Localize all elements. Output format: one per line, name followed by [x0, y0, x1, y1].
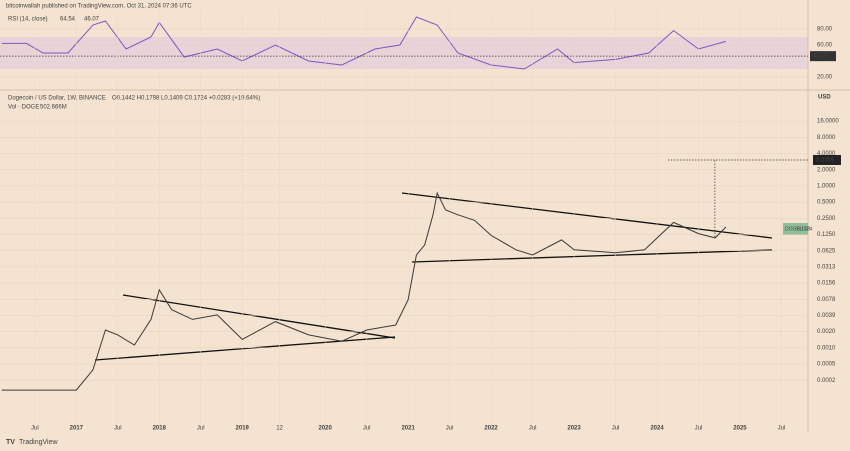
target-label: 3.0356: [816, 158, 835, 164]
y-tick-label: 0.1250: [817, 232, 836, 238]
y-tick-label: 2.0000: [817, 167, 836, 173]
x-tick-label: Jul: [778, 426, 786, 432]
y-tick-label: 0.5000: [817, 200, 836, 206]
y-tick-label: 1.0000: [817, 183, 836, 189]
x-tick-label: Jul: [695, 426, 703, 432]
rsi-ma-value: 46.07: [84, 17, 100, 23]
x-tick-label: Jul: [197, 426, 205, 432]
y-tick-label: 8.0000: [817, 135, 836, 141]
x-tick-label: 2025: [733, 426, 747, 432]
symbol: DOGEUSD: [785, 226, 811, 232]
publisher: bitcoinwallah published on TradingView.c…: [6, 4, 192, 10]
x-tick-label: 2021: [401, 426, 415, 432]
currency: USD: [818, 95, 831, 101]
price-line: [1, 16, 727, 70]
rsi-value: 64.54: [60, 17, 76, 23]
footer-logo: TV: [6, 439, 15, 446]
x-tick-label: Jul: [612, 426, 620, 432]
trendline: [411, 249, 773, 263]
x-tick-label: 2017: [70, 426, 84, 432]
rsi-band: [0, 37, 808, 69]
y-tick-label: 0.0156: [817, 281, 836, 287]
trendline: [94, 336, 396, 361]
x-tick-label: Jul: [363, 426, 371, 432]
y-tick-label: 0.2500: [817, 216, 836, 222]
x-tick-label: 2019: [236, 426, 250, 432]
y-tick-label: 0.0005: [817, 362, 836, 368]
symbol-badge: [783, 223, 808, 235]
price-line: [1, 191, 727, 391]
x-tick-label: Jul: [446, 426, 454, 432]
y-tick-label: 0.0625: [817, 248, 836, 254]
target-badge: [813, 154, 841, 165]
trendlines: [94, 192, 773, 361]
x-tick-label: Jul: [529, 426, 537, 432]
x-tick-label: 2024: [650, 426, 664, 432]
y-tick-label: 16.0000: [817, 119, 839, 125]
y-tick-label: 0.0010: [817, 345, 836, 351]
rsi-title: RSI (14, close): [8, 17, 48, 23]
ma-badge: [810, 51, 836, 62]
footer-text: TradingView: [19, 439, 58, 446]
volume-label: Vol · DOGE: [8, 105, 39, 111]
footer: TV TradingView: [6, 439, 58, 446]
ma-label: 46.07: [813, 54, 829, 60]
last-price-label: 0.1724: [797, 226, 813, 232]
y-tick-label: 0.0313: [817, 264, 836, 270]
y-tick-label: 60.00: [817, 43, 833, 49]
x-tick-label: 2018: [153, 426, 167, 432]
ohlc: O0.1442 H0.1798 L0.1409 C0.1724 +0.0283 …: [112, 96, 260, 102]
x-tick-label: 2022: [484, 426, 498, 432]
trendline: [401, 192, 773, 239]
trendline: [122, 294, 396, 339]
x-tick-label: Jul: [114, 426, 122, 432]
y-tick-label: 0.0020: [817, 329, 836, 335]
price-title: Dogecoin / US Dollar, 1W, BINANCE: [8, 96, 106, 102]
y-tick-label: 20.00: [817, 75, 833, 81]
volume-value: 502.666M: [40, 105, 67, 111]
y-tick-label: 80.00: [817, 27, 833, 33]
y-tick-label: 4.0000: [817, 151, 836, 157]
x-tick-label: 2020: [319, 426, 333, 432]
y-tick-label: 0.0078: [817, 297, 836, 303]
y-tick-label: 0.0002: [817, 378, 836, 384]
x-tick-label: 12: [276, 426, 283, 432]
x-tick-label: 2023: [567, 426, 581, 432]
x-tick-label: Jul: [31, 426, 39, 432]
y-tick-label: 0.0039: [817, 313, 836, 319]
